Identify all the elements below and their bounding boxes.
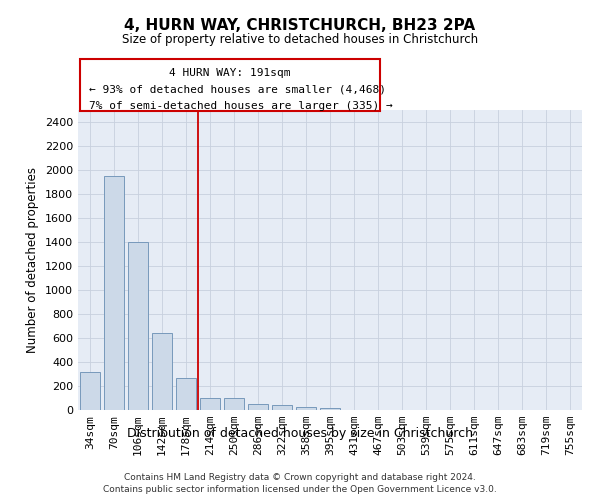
Bar — [80, 372, 100, 410]
Text: 4, HURN WAY, CHRISTCHURCH, BH23 2PA: 4, HURN WAY, CHRISTCHURCH, BH23 2PA — [124, 18, 476, 32]
Bar — [296, 406, 316, 410]
Bar — [128, 242, 148, 410]
Bar — [152, 333, 172, 410]
Bar — [224, 398, 244, 410]
Text: 7% of semi-detached houses are larger (335) →: 7% of semi-detached houses are larger (3… — [89, 100, 392, 110]
Text: Distribution of detached houses by size in Christchurch: Distribution of detached houses by size … — [127, 428, 473, 440]
Bar — [320, 408, 340, 410]
Bar — [248, 404, 268, 410]
Bar — [272, 406, 292, 410]
Bar — [104, 176, 124, 410]
Text: Contains public sector information licensed under the Open Government Licence v3: Contains public sector information licen… — [103, 485, 497, 494]
Bar — [200, 398, 220, 410]
Bar — [176, 378, 196, 410]
Text: Contains HM Land Registry data © Crown copyright and database right 2024.: Contains HM Land Registry data © Crown c… — [124, 472, 476, 482]
Text: Size of property relative to detached houses in Christchurch: Size of property relative to detached ho… — [122, 32, 478, 46]
Text: ← 93% of detached houses are smaller (4,468): ← 93% of detached houses are smaller (4,… — [89, 84, 386, 94]
Y-axis label: Number of detached properties: Number of detached properties — [26, 167, 40, 353]
Text: 4 HURN WAY: 191sqm: 4 HURN WAY: 191sqm — [169, 68, 290, 78]
